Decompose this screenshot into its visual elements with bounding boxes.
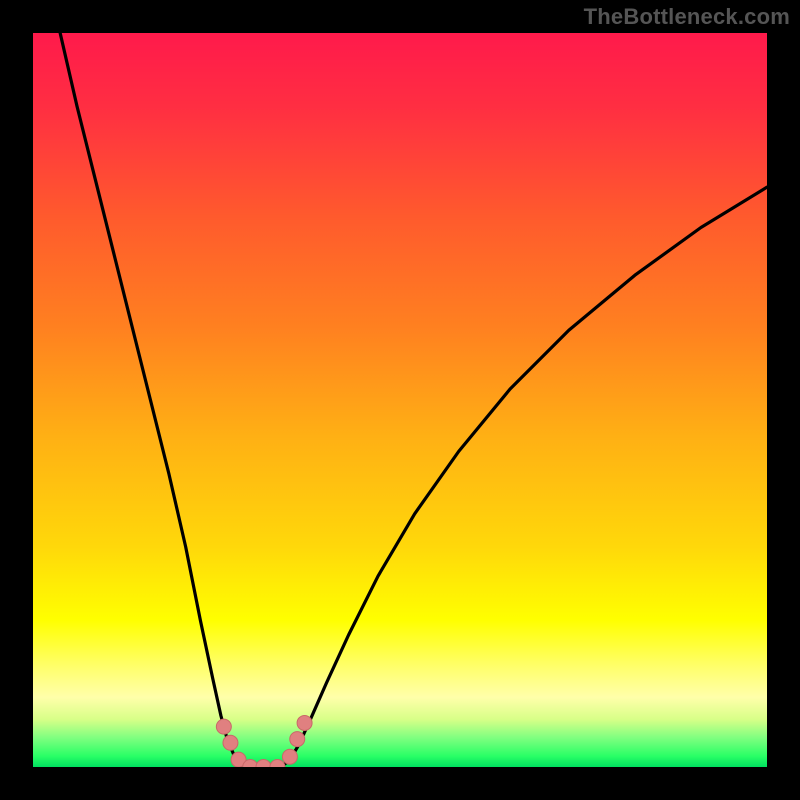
plot-area	[33, 33, 767, 767]
marker-point	[290, 732, 305, 747]
marker-point	[297, 715, 312, 730]
marker-point	[216, 719, 231, 734]
marker-point	[256, 760, 271, 768]
marker-point	[223, 735, 238, 750]
marker-point	[270, 760, 285, 768]
plot-svg	[33, 33, 767, 767]
watermark-text: TheBottleneck.com	[584, 4, 790, 30]
marker-point	[282, 749, 297, 764]
curve-left	[60, 33, 248, 767]
curve-right	[281, 187, 767, 767]
chart-container: TheBottleneck.com	[0, 0, 800, 800]
